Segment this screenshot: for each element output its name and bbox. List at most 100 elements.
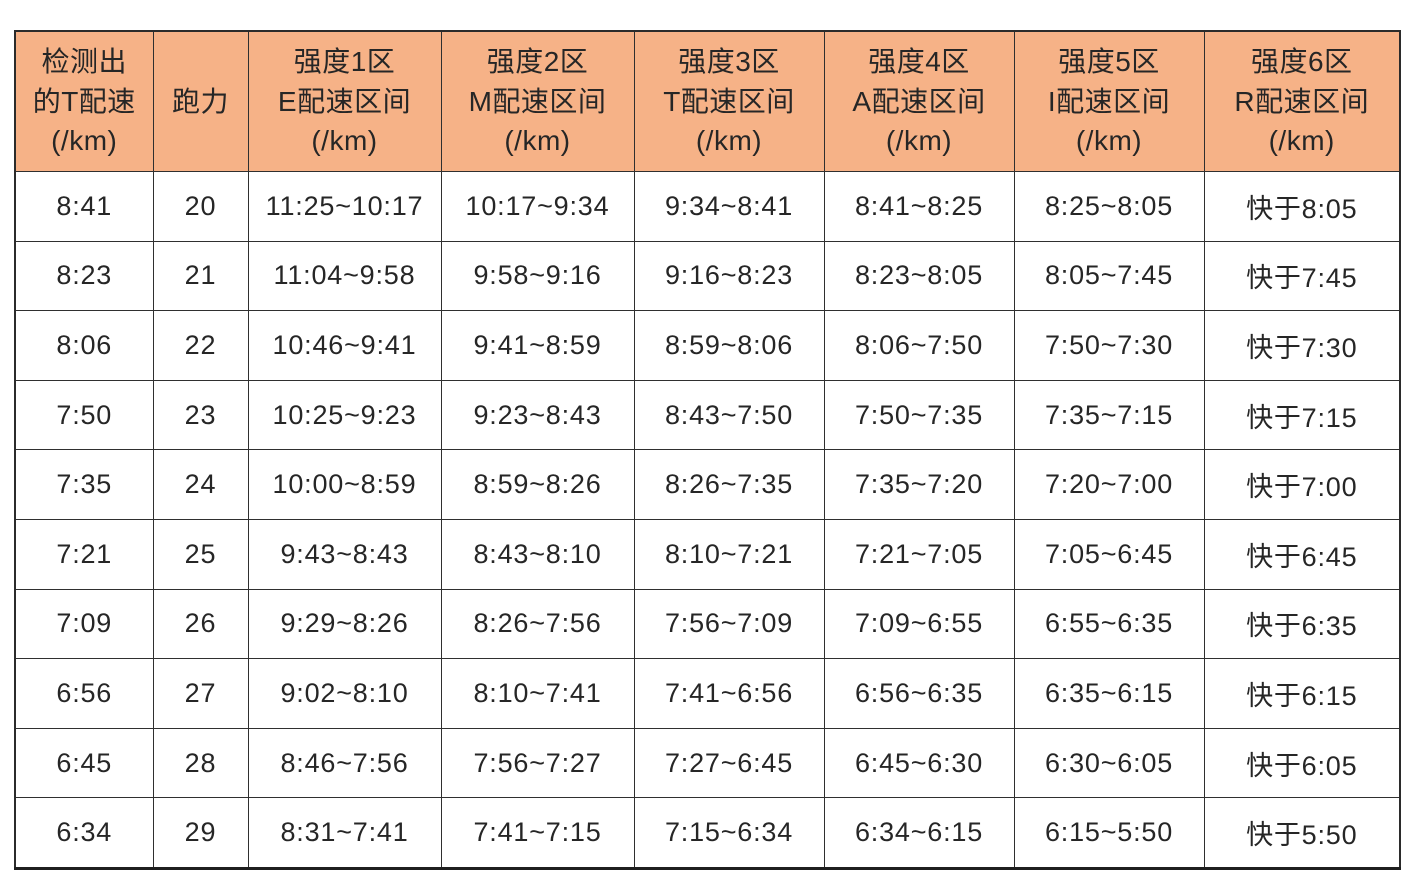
cell-zone4-a-pace: 8:06~7:50 — [823, 310, 1015, 381]
cell-zone3-t-pace: 7:15~6:34 — [633, 797, 825, 869]
cell-zone1-e-pace: 9:29~8:26 — [247, 588, 442, 660]
cell-zone2-m-pace: 8:10~7:41 — [440, 658, 635, 729]
cell-detected-t-pace: 8:41 — [14, 171, 154, 242]
cell-zone4-a-pace: 8:41~8:25 — [823, 171, 1015, 242]
cell-detected-t-pace: 7:09 — [14, 588, 154, 660]
table-row: 8:06 22 10:46~9:41 9:41~8:59 8:59~8:06 8:06~7… — [14, 310, 1401, 381]
cell-run-ability: 21 — [152, 240, 249, 312]
cell-detected-t-pace: 6:34 — [14, 797, 154, 869]
pace-zone-table-container: 检测出 的T配速 (/km) 跑力 强度1区 E配速区间 (/km) 强度2区 M配速区间 (/k… — [14, 30, 1401, 870]
cell-zone1-e-pace: 9:02~8:10 — [247, 658, 442, 729]
column-header-line: R配速区间 — [1234, 85, 1370, 117]
column-header-line: T配速区间 — [663, 85, 795, 117]
cell-run-ability: 23 — [152, 379, 249, 451]
cell-zone2-m-pace: 9:58~9:16 — [440, 240, 635, 312]
column-header-line: (/km) — [1075, 125, 1143, 157]
cell-zone1-e-pace: 10:25~9:23 — [247, 379, 442, 451]
cell-zone4-a-pace: 7:09~6:55 — [823, 588, 1015, 660]
cell-zone5-i-pace: 7:50~7:30 — [1013, 310, 1205, 381]
column-header-zone1-e-pace: 强度1区 E配速区间 (/km) — [247, 30, 442, 172]
cell-zone3-t-pace: 8:26~7:35 — [633, 449, 825, 520]
cell-zone3-t-pace: 8:43~7:50 — [633, 379, 825, 451]
cell-zone3-t-pace: 9:34~8:41 — [633, 171, 825, 242]
column-header-line: 跑力 — [171, 85, 229, 117]
table-row: 7:35 24 10:00~8:59 8:59~8:26 8:26~7:35 7:35~7… — [14, 449, 1401, 520]
column-header-zone6-r-pace: 强度6区 R配速区间 (/km) — [1203, 30, 1401, 172]
cell-run-ability: 22 — [152, 310, 249, 381]
cell-zone3-t-pace: 7:56~7:09 — [633, 588, 825, 660]
table-row: 8:23 21 11:04~9:58 9:58~9:16 9:16~8:23 8:23~8… — [14, 240, 1401, 312]
cell-zone2-m-pace: 10:17~9:34 — [440, 171, 635, 242]
cell-zone2-m-pace: 8:59~8:26 — [440, 449, 635, 520]
column-header-zone4-a-pace: 强度4区 A配速区间 (/km) — [823, 30, 1015, 172]
cell-zone4-a-pace: 6:45~6:30 — [823, 727, 1015, 799]
column-header-line: (/km) — [695, 125, 763, 157]
cell-zone3-t-pace: 8:59~8:06 — [633, 310, 825, 381]
cell-run-ability: 20 — [152, 171, 249, 242]
cell-zone6-r-pace: 快于7:30 — [1203, 310, 1401, 381]
column-header-line: A配速区间 — [852, 85, 986, 117]
column-header-run-ability: 跑力 — [152, 30, 249, 172]
cell-detected-t-pace: 7:35 — [14, 449, 154, 520]
pace-zone-table: 检测出 的T配速 (/km) 跑力 强度1区 E配速区间 (/km) 强度2区 M配速区间 (/k… — [14, 30, 1401, 870]
cell-zone6-r-pace: 快于6:35 — [1203, 588, 1401, 660]
table-row: 6:56 27 9:02~8:10 8:10~7:41 7:41~6:56 6:56~6:… — [14, 658, 1401, 729]
cell-detected-t-pace: 8:23 — [14, 240, 154, 312]
column-header-line: E配速区间 — [277, 85, 412, 117]
cell-zone3-t-pace: 8:10~7:21 — [633, 518, 825, 590]
column-header-line: (/km) — [311, 125, 378, 157]
cell-zone6-r-pace: 快于5:50 — [1203, 797, 1401, 869]
column-header-line: 强度2区 — [486, 45, 589, 77]
cell-zone3-t-pace: 7:41~6:56 — [633, 658, 825, 729]
cell-zone6-r-pace: 快于6:45 — [1203, 518, 1401, 590]
cell-zone5-i-pace: 7:35~7:15 — [1013, 379, 1205, 451]
table-row: 7:21 25 9:43~8:43 8:43~8:10 8:10~7:21 7:21~7:… — [14, 518, 1401, 590]
cell-zone4-a-pace: 7:21~7:05 — [823, 518, 1015, 590]
column-header-zone5-i-pace: 强度5区 I配速区间 (/km) — [1013, 30, 1205, 172]
column-header-zone3-t-pace: 强度3区 T配速区间 (/km) — [633, 30, 825, 172]
cell-zone1-e-pace: 11:04~9:58 — [247, 240, 442, 312]
cell-zone2-m-pace: 8:26~7:56 — [440, 588, 635, 660]
cell-zone1-e-pace: 10:46~9:41 — [247, 310, 442, 381]
table-row: 7:09 26 9:29~8:26 8:26~7:56 7:56~7:09 7:09~6:… — [14, 588, 1401, 660]
column-header-line: 强度5区 — [1058, 45, 1160, 77]
cell-run-ability: 28 — [152, 727, 249, 799]
column-header-line: 检测出 — [41, 45, 127, 77]
cell-zone6-r-pace: 快于6:05 — [1203, 727, 1401, 799]
cell-zone1-e-pace: 10:00~8:59 — [247, 449, 442, 520]
cell-zone2-m-pace: 7:56~7:27 — [440, 727, 635, 799]
column-header-line: (/km) — [504, 125, 571, 157]
cell-zone2-m-pace: 7:41~7:15 — [440, 797, 635, 869]
cell-zone5-i-pace: 6:15~5:50 — [1013, 797, 1205, 869]
cell-zone5-i-pace: 8:25~8:05 — [1013, 171, 1205, 242]
cell-zone2-m-pace: 9:41~8:59 — [440, 310, 635, 381]
cell-zone6-r-pace: 快于7:00 — [1203, 449, 1401, 520]
table-header-row: 检测出 的T配速 (/km) 跑力 强度1区 E配速区间 (/km) 强度2区 M配速区间 (/k… — [14, 30, 1401, 172]
table-row: 6:34 29 8:31~7:41 7:41~7:15 7:15~6:34 6:34~6:… — [14, 797, 1401, 869]
cell-run-ability: 27 — [152, 658, 249, 729]
cell-detected-t-pace: 7:50 — [14, 379, 154, 451]
table-row: 8:41 20 11:25~10:17 10:17~9:34 9:34~8:41 8:41… — [14, 171, 1401, 242]
column-header-line: 的T配速 — [32, 85, 136, 117]
column-header-line: 强度6区 — [1250, 45, 1353, 77]
cell-zone4-a-pace: 6:56~6:35 — [823, 658, 1015, 729]
column-header-line: 强度4区 — [868, 45, 970, 77]
column-header-line: 强度1区 — [293, 45, 396, 77]
cell-zone1-e-pace: 8:46~7:56 — [247, 727, 442, 799]
column-header-detected-t-pace: 检测出的T配速 (/km) — [14, 30, 154, 172]
cell-zone4-a-pace: 8:23~8:05 — [823, 240, 1015, 312]
cell-detected-t-pace: 6:56 — [14, 658, 154, 729]
cell-zone5-i-pace: 7:05~6:45 — [1013, 518, 1205, 590]
cell-detected-t-pace: 7:21 — [14, 518, 154, 590]
cell-run-ability: 26 — [152, 588, 249, 660]
cell-zone4-a-pace: 6:34~6:15 — [823, 797, 1015, 869]
table-row: 7:50 23 10:25~9:23 9:23~8:43 8:43~7:50 7:50~7… — [14, 379, 1401, 451]
cell-zone5-i-pace: 8:05~7:45 — [1013, 240, 1205, 312]
column-header-line: (/km) — [51, 125, 118, 157]
cell-zone3-t-pace: 9:16~8:23 — [633, 240, 825, 312]
cell-zone2-m-pace: 8:43~8:10 — [440, 518, 635, 590]
column-header-zone2-m-pace: 强度2区 M配速区间 (/km) — [440, 30, 635, 172]
cell-zone2-m-pace: 9:23~8:43 — [440, 379, 635, 451]
cell-zone6-r-pace: 快于7:45 — [1203, 240, 1401, 312]
column-header-line: (/km) — [1268, 125, 1335, 157]
